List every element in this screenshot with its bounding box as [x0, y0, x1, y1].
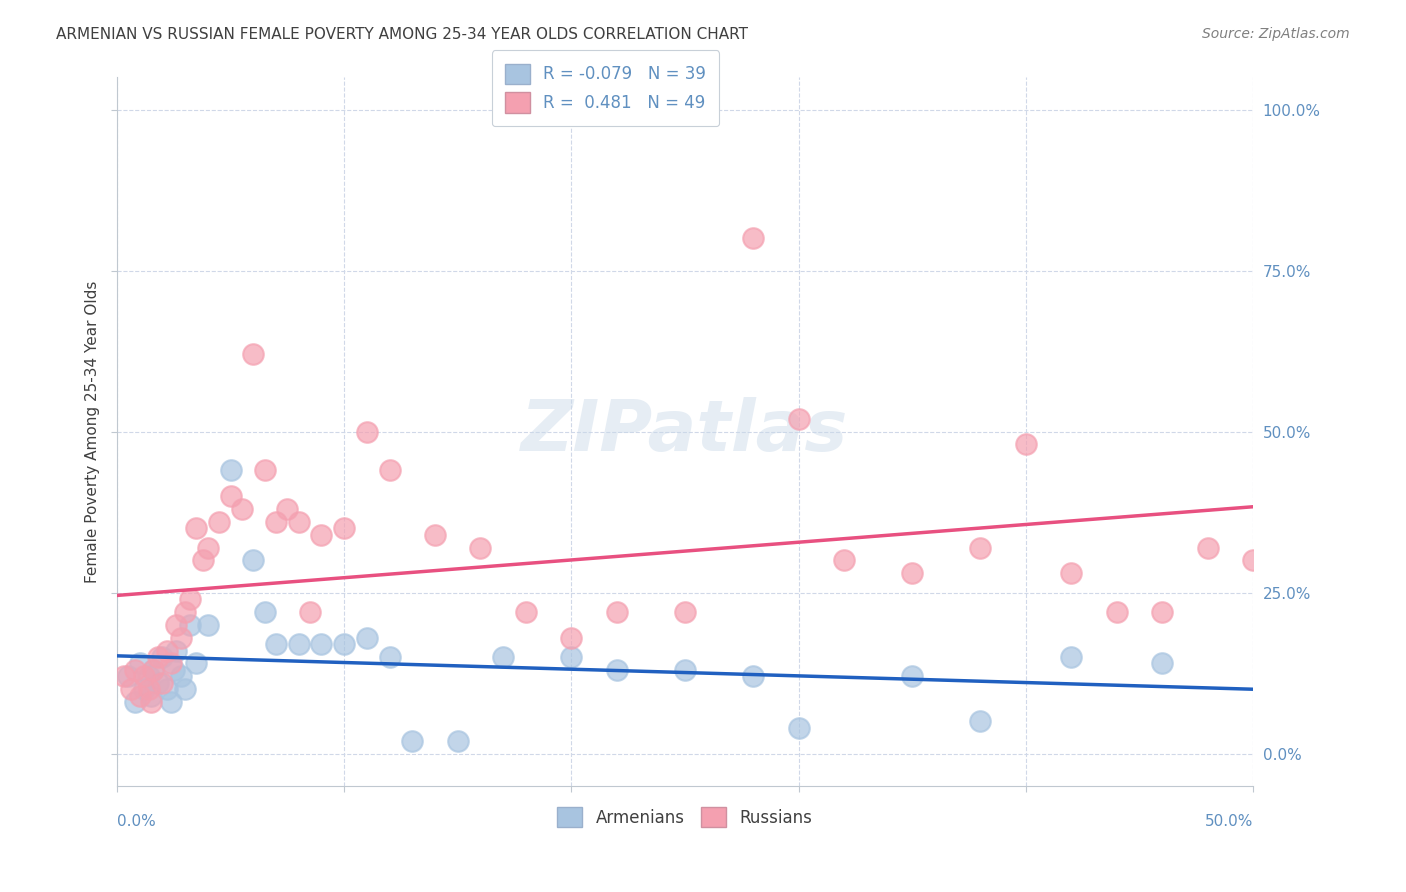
Point	[242, 347, 264, 361]
Point	[606, 605, 628, 619]
Point	[1015, 437, 1038, 451]
Point	[169, 631, 191, 645]
Point	[165, 643, 187, 657]
Point	[124, 663, 146, 677]
Point	[128, 689, 150, 703]
Point	[1060, 650, 1083, 665]
Point	[112, 669, 135, 683]
Point	[299, 605, 322, 619]
Point	[264, 637, 287, 651]
Point	[156, 643, 179, 657]
Point	[142, 663, 165, 677]
Point	[174, 605, 197, 619]
Text: Source: ZipAtlas.com: Source: ZipAtlas.com	[1202, 27, 1350, 41]
Y-axis label: Female Poverty Among 25-34 Year Olds: Female Poverty Among 25-34 Year Olds	[86, 280, 100, 582]
Point	[742, 231, 765, 245]
Point	[311, 527, 333, 541]
Point	[146, 675, 169, 690]
Point	[447, 733, 470, 747]
Point	[1060, 566, 1083, 581]
Point	[186, 521, 208, 535]
Legend: Armenians, Russians: Armenians, Russians	[551, 800, 820, 834]
Point	[378, 463, 401, 477]
Point	[165, 617, 187, 632]
Point	[287, 515, 309, 529]
Point	[787, 721, 810, 735]
Point	[470, 541, 492, 555]
Point	[186, 657, 208, 671]
Point	[742, 669, 765, 683]
Text: ZIPatlas: ZIPatlas	[522, 397, 849, 467]
Point	[287, 637, 309, 651]
Point	[219, 489, 242, 503]
Point	[401, 733, 423, 747]
Point	[117, 669, 139, 683]
Point	[1152, 657, 1174, 671]
Point	[1241, 553, 1264, 567]
Point	[969, 714, 991, 729]
Point	[901, 566, 924, 581]
Point	[219, 463, 242, 477]
Point	[1197, 541, 1219, 555]
Text: ARMENIAN VS RUSSIAN FEMALE POVERTY AMONG 25-34 YEAR OLDS CORRELATION CHART: ARMENIAN VS RUSSIAN FEMALE POVERTY AMONG…	[56, 27, 748, 42]
Point	[264, 515, 287, 529]
Point	[197, 541, 219, 555]
Point	[134, 682, 156, 697]
Point	[179, 617, 201, 632]
Point	[142, 663, 165, 677]
Point	[156, 682, 179, 697]
Point	[124, 695, 146, 709]
Point	[231, 502, 253, 516]
Point	[174, 682, 197, 697]
Point	[197, 617, 219, 632]
Point	[179, 592, 201, 607]
Point	[253, 463, 276, 477]
Point	[128, 657, 150, 671]
Point	[134, 669, 156, 683]
Point	[139, 695, 162, 709]
Point	[832, 553, 855, 567]
Point	[208, 515, 231, 529]
Point	[673, 663, 696, 677]
Point	[515, 605, 537, 619]
Point	[333, 637, 356, 651]
Point	[969, 541, 991, 555]
Point	[152, 650, 174, 665]
Point	[160, 657, 183, 671]
Point	[253, 605, 276, 619]
Point	[152, 675, 174, 690]
Point	[311, 637, 333, 651]
Point	[492, 650, 515, 665]
Point	[1152, 605, 1174, 619]
Point	[146, 650, 169, 665]
Point	[560, 631, 582, 645]
Point	[356, 425, 378, 439]
Point	[560, 650, 582, 665]
Text: 0.0%: 0.0%	[117, 814, 156, 829]
Point	[276, 502, 298, 516]
Point	[138, 682, 160, 697]
Point	[423, 527, 446, 541]
Point	[163, 663, 186, 677]
Point	[242, 553, 264, 567]
Point	[901, 669, 924, 683]
Point	[378, 650, 401, 665]
Point	[356, 631, 378, 645]
Point	[139, 689, 162, 703]
Point	[1105, 605, 1128, 619]
Point	[160, 695, 183, 709]
Point	[138, 669, 160, 683]
Text: 50.0%: 50.0%	[1205, 814, 1253, 829]
Point	[333, 521, 356, 535]
Point	[673, 605, 696, 619]
Point	[787, 411, 810, 425]
Point	[120, 682, 142, 697]
Point	[606, 663, 628, 677]
Point	[193, 553, 215, 567]
Point	[169, 669, 191, 683]
